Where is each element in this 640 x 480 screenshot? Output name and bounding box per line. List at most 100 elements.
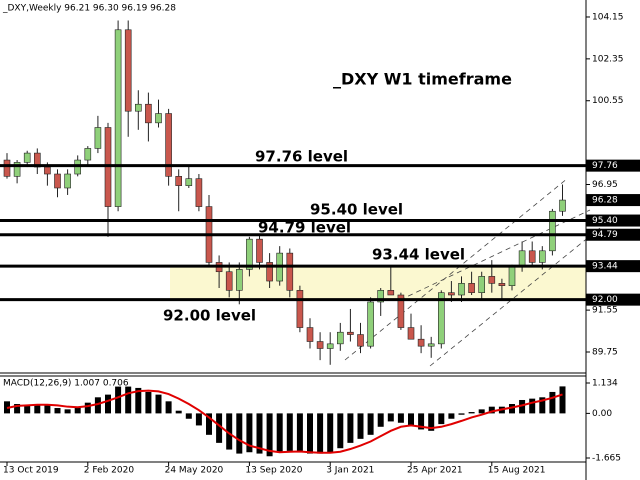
macd-bar bbox=[418, 413, 425, 430]
macd-bar bbox=[246, 413, 253, 453]
macd-bar bbox=[94, 397, 101, 414]
candle-body bbox=[155, 113, 162, 124]
y-tick-label: 89.75 bbox=[592, 347, 618, 357]
level-label: 94.79 level bbox=[258, 219, 351, 237]
candle-body bbox=[347, 331, 354, 335]
candle-body bbox=[357, 334, 364, 347]
last-price-box bbox=[586, 194, 640, 207]
macd-tick-label: 1.134 bbox=[592, 378, 618, 388]
level-label: 92.00 level bbox=[163, 307, 256, 325]
candle-body bbox=[114, 29, 122, 207]
macd-bar bbox=[357, 413, 364, 439]
macd-bar bbox=[135, 387, 142, 414]
candle-body bbox=[488, 276, 496, 284]
macd-bar bbox=[256, 413, 263, 454]
macd-bar bbox=[337, 413, 344, 449]
candle-body bbox=[306, 327, 314, 342]
macd-bar bbox=[529, 398, 536, 414]
candle-body bbox=[256, 238, 263, 263]
macd-bar bbox=[276, 413, 283, 453]
candle-body bbox=[367, 301, 374, 347]
x-tick-label: 3 Jan 2021 bbox=[326, 466, 374, 476]
macd-bar bbox=[145, 391, 152, 414]
candle-body bbox=[236, 269, 243, 291]
y-tick-label: 104.15 bbox=[592, 12, 624, 22]
level-price-label: 93.44 bbox=[592, 262, 618, 272]
macd-bar bbox=[24, 405, 31, 414]
level-price-box bbox=[586, 159, 640, 172]
candle-body bbox=[13, 162, 21, 177]
macd-bar bbox=[64, 409, 71, 414]
macd-bar bbox=[105, 394, 111, 414]
candle-body bbox=[407, 327, 415, 340]
channel-middle bbox=[399, 209, 591, 301]
y-tick-label: 96.95 bbox=[592, 180, 618, 190]
macd-bar bbox=[367, 413, 374, 435]
candle-body bbox=[559, 199, 566, 212]
chart-title: _DXY W1 timeframe bbox=[333, 70, 512, 89]
candle-body bbox=[94, 127, 102, 149]
candle-body bbox=[326, 343, 334, 349]
macd-bar bbox=[488, 406, 495, 414]
level-price-box bbox=[586, 214, 640, 227]
candle-body bbox=[44, 166, 51, 175]
x-tick-label: 13 Oct 2019 bbox=[3, 466, 59, 476]
macd-bar bbox=[408, 413, 414, 426]
candle-body bbox=[54, 173, 61, 189]
macd-bar bbox=[14, 404, 21, 414]
macd-tick-label: 0.00 bbox=[592, 409, 612, 419]
candle-body bbox=[84, 148, 92, 161]
y-tick-label: 100.55 bbox=[592, 96, 624, 106]
y-tick-label: 102.35 bbox=[592, 54, 624, 64]
candle-body bbox=[316, 341, 324, 349]
macd-bar bbox=[387, 413, 394, 422]
macd-bar bbox=[296, 413, 303, 451]
macd-bar bbox=[44, 405, 51, 414]
macd-label: MACD(12,26,9) 1.007 0.706 bbox=[3, 379, 129, 389]
macd-tick-label: -1.665 bbox=[592, 454, 621, 464]
macd-bar bbox=[34, 404, 41, 414]
y-tick-label: 91.55 bbox=[592, 306, 618, 316]
x-tick-label: 15 Aug 2021 bbox=[488, 466, 546, 476]
candle-body bbox=[124, 29, 132, 112]
macd-bar bbox=[549, 391, 556, 414]
macd-bar bbox=[54, 408, 61, 414]
candle-body bbox=[165, 113, 172, 177]
level-label: 95.40 level bbox=[310, 201, 403, 219]
macd-bar bbox=[458, 413, 465, 415]
candle-body bbox=[417, 338, 425, 347]
candle-body bbox=[538, 250, 546, 263]
candle-body bbox=[225, 271, 233, 291]
macd-bar bbox=[286, 413, 293, 451]
candle-body bbox=[478, 276, 486, 293]
macd-bar bbox=[195, 413, 202, 426]
candle-body bbox=[246, 238, 253, 270]
candle-body bbox=[498, 283, 506, 286]
candle-body bbox=[397, 294, 405, 328]
candle-body bbox=[266, 262, 273, 282]
x-tick-label: 13 Sep 2020 bbox=[245, 466, 302, 476]
chart-header: _DXY,Weekly 96.21 96.30 96.19 96.28 bbox=[2, 4, 176, 14]
candle-body bbox=[64, 173, 71, 189]
macd-bar bbox=[327, 413, 334, 453]
macd-bar bbox=[539, 397, 546, 414]
level-price-label: 94.79 bbox=[592, 230, 618, 240]
macd-bar bbox=[175, 410, 182, 414]
macd-bar bbox=[509, 404, 515, 414]
macd-bar bbox=[397, 413, 404, 423]
macd-bar bbox=[185, 413, 192, 419]
candle-body bbox=[549, 210, 556, 252]
candle-body bbox=[145, 103, 152, 124]
macd-bar bbox=[468, 412, 475, 414]
macd-bar bbox=[317, 413, 324, 454]
macd-bar bbox=[428, 413, 435, 431]
macd-bar bbox=[206, 413, 212, 435]
level-price-box bbox=[586, 293, 640, 306]
macd-bar bbox=[236, 413, 243, 454]
macd-bar bbox=[559, 386, 566, 414]
candle-body bbox=[185, 178, 193, 186]
candle-body bbox=[437, 292, 445, 345]
candle-body bbox=[468, 283, 475, 293]
candle-body bbox=[195, 178, 203, 207]
